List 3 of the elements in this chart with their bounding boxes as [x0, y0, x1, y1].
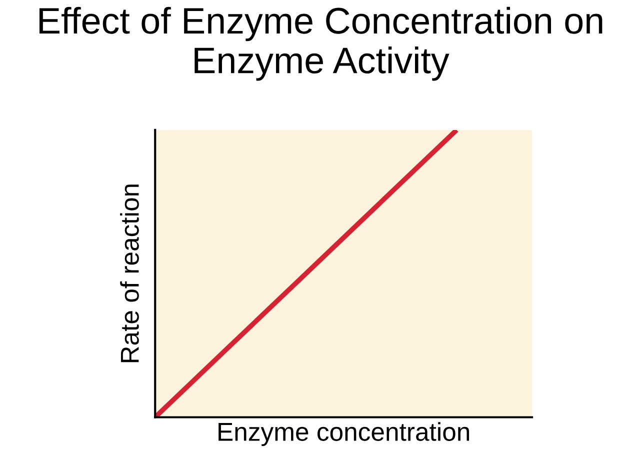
y-axis-title: Rate of reaction: [120, 184, 139, 362]
x-axis-title: Enzyme concentration: [218, 422, 470, 446]
chart-title: Effect of Enzyme Concentration on Enzyme Activity: [39, 6, 602, 81]
